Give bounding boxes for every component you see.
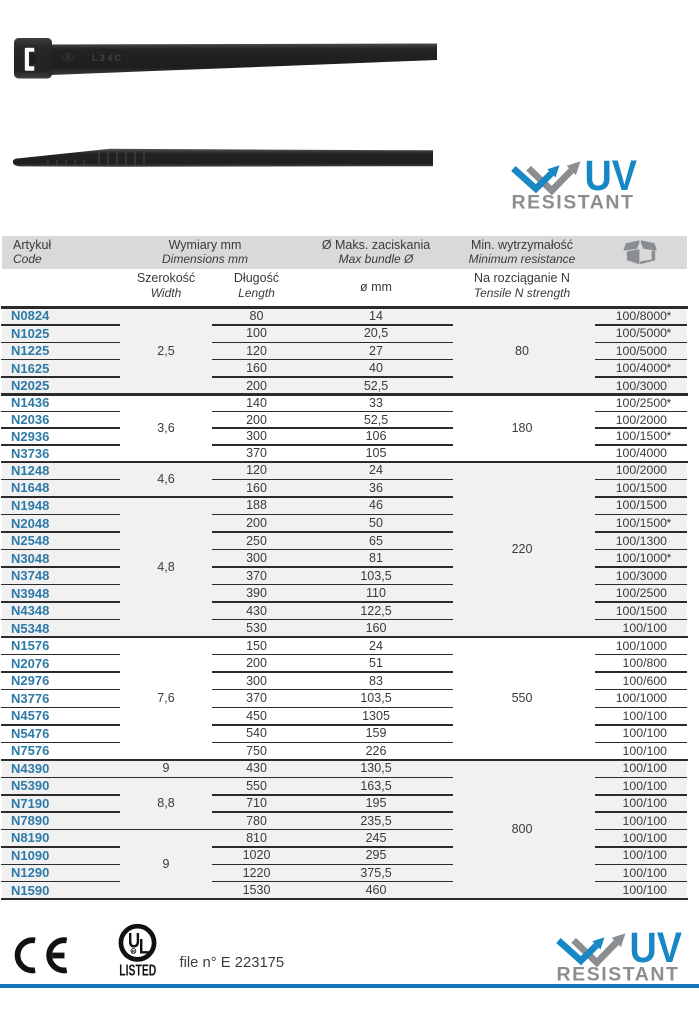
- svg-text:L: L: [139, 936, 149, 959]
- svg-text:U: U: [128, 930, 140, 953]
- svg-text:Ⓢ: Ⓢ: [63, 52, 73, 64]
- svg-text:R: R: [132, 949, 136, 954]
- svg-text:RESISTANT: RESISTANT: [512, 191, 635, 212]
- svg-text:UV: UV: [584, 151, 637, 200]
- svg-text:UV: UV: [629, 923, 682, 972]
- svg-text:RESISTANT: RESISTANT: [557, 963, 680, 984]
- svg-text:L34C: L34C: [92, 53, 123, 64]
- svg-text:LISTED: LISTED: [119, 961, 156, 979]
